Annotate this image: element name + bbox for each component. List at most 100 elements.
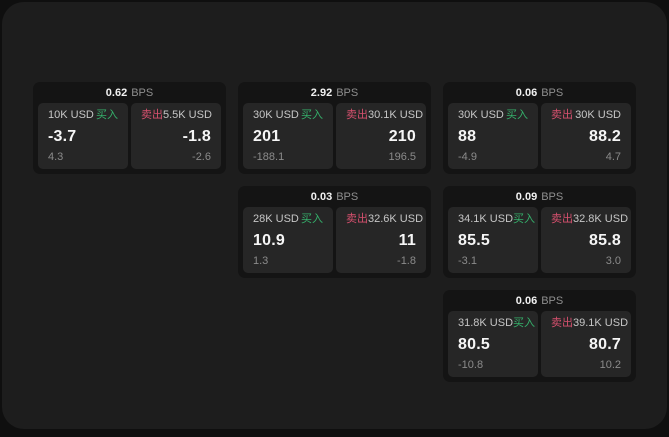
buy-size-label: 31.8K USD: [458, 317, 514, 329]
quote-card: 2.92 BPS 30K USD 买入 201 -188.1 卖出 30.1K …: [238, 82, 431, 174]
quote-card: 0.62 BPS 10K USD 买入 -3.7 4.3 卖出 5.5K USD: [33, 82, 226, 174]
bps-value: 0.06: [515, 86, 538, 99]
sell-tile-top: 卖出 5.5K USD: [141, 109, 212, 122]
quote-tiles: 28K USD 买入 10.9 1.3 卖出 32.6K USD 11 -1.8: [238, 207, 431, 278]
buy-side-label: 买入: [513, 317, 536, 329]
buy-sub-value: 4.3: [48, 151, 64, 163]
sell-side-label: 卖出: [551, 213, 573, 225]
sell-tile[interactable]: 卖出 32.6K USD 11 -1.8: [336, 207, 426, 273]
buy-price: 10.9: [253, 231, 285, 249]
quote-tiles: 30K USD 买入 88 -4.9 卖出 30K USD 88.2 4.7: [443, 103, 636, 174]
sell-size-label: 32.8K USD: [573, 213, 629, 225]
bps-unit-label: BPS: [541, 86, 564, 99]
bps-spread-header: 0.06 BPS: [443, 290, 636, 311]
quote-tiles: 31.8K USD 买入 80.5 -10.8 卖出 39.1K USD 80.…: [443, 311, 636, 382]
sell-price: 85.8: [589, 231, 621, 249]
bps-value: 2.92: [310, 86, 333, 99]
sell-sub-value: -2.6: [192, 151, 211, 163]
buy-size-label: 34.1K USD: [458, 213, 514, 225]
sell-side-label: 卖出: [346, 109, 368, 121]
trading-panel: 0.62 BPS 10K USD 买入 -3.7 4.3 卖出 5.5K USD: [2, 2, 667, 429]
sell-tile[interactable]: 卖出 32.8K USD 85.8 3.0: [541, 207, 631, 273]
sell-tile[interactable]: 卖出 30.1K USD 210 196.5: [336, 103, 426, 169]
buy-price: -3.7: [48, 127, 77, 145]
buy-price: 80.5: [458, 335, 490, 353]
quote-card: 0.09 BPS 34.1K USD 买入 85.5 -3.1 卖出 32.8K…: [443, 186, 636, 278]
sell-price: 88.2: [589, 127, 621, 145]
bps-unit-label: BPS: [541, 294, 564, 307]
bps-unit-label: BPS: [336, 190, 359, 203]
sell-tile[interactable]: 卖出 30K USD 88.2 4.7: [541, 103, 631, 169]
sell-size-label: 30.1K USD: [368, 109, 424, 121]
sell-price: 210: [388, 127, 416, 145]
buy-tile[interactable]: 10K USD 买入 -3.7 4.3: [38, 103, 128, 169]
buy-side-label: 买入: [513, 213, 536, 225]
buy-tile[interactable]: 30K USD 买入 201 -188.1: [243, 103, 333, 169]
buy-tile-top: 28K USD 买入: [253, 213, 323, 226]
buy-tile-top: 31.8K USD 买入: [458, 317, 535, 330]
buy-tile-top: 30K USD 买入: [253, 109, 323, 122]
sell-side-label: 卖出: [141, 109, 163, 121]
quote-tiles: 10K USD 买入 -3.7 4.3 卖出 5.5K USD -1.8 -2.…: [33, 103, 226, 174]
bps-spread-header: 0.62 BPS: [33, 82, 226, 103]
buy-side-label: 买入: [506, 109, 528, 121]
buy-tile[interactable]: 30K USD 买入 88 -4.9: [448, 103, 538, 169]
buy-tile[interactable]: 34.1K USD 买入 85.5 -3.1: [448, 207, 538, 273]
buy-side-label: 买入: [96, 109, 118, 121]
sell-tile-top: 卖出 30K USD: [551, 109, 621, 122]
buy-sub-value: -10.8: [458, 359, 484, 371]
bps-unit-label: BPS: [131, 86, 154, 99]
quote-card-grid: 0.62 BPS 10K USD 买入 -3.7 4.3 卖出 5.5K USD: [33, 82, 636, 382]
bps-value: 0.62: [105, 86, 128, 99]
buy-sub-value: -188.1: [253, 151, 285, 163]
sell-tile-top: 卖出 32.6K USD: [346, 213, 423, 226]
buy-side-label: 买入: [301, 213, 323, 225]
buy-sub-value: -3.1: [458, 255, 477, 267]
buy-sub-value: 1.3: [253, 255, 269, 267]
quote-card: 0.06 BPS 30K USD 买入 88 -4.9 卖出 30K USD: [443, 82, 636, 174]
sell-size-label: 32.6K USD: [368, 213, 424, 225]
bps-spread-header: 2.92 BPS: [238, 82, 431, 103]
buy-tile-top: 34.1K USD 买入: [458, 213, 535, 226]
bps-unit-label: BPS: [541, 190, 564, 203]
bps-value: 0.03: [310, 190, 333, 203]
bps-value: 0.06: [515, 294, 538, 307]
sell-tile-top: 卖出 32.8K USD: [551, 213, 628, 226]
bps-spread-header: 0.03 BPS: [238, 186, 431, 207]
bps-spread-header: 0.06 BPS: [443, 82, 636, 103]
buy-tile-top: 10K USD 买入: [48, 109, 118, 122]
buy-size-label: 10K USD: [48, 109, 94, 121]
sell-sub-value: 4.7: [605, 151, 621, 163]
buy-side-label: 买入: [301, 109, 323, 121]
buy-size-label: 28K USD: [253, 213, 299, 225]
buy-price: 88: [458, 127, 477, 145]
buy-size-label: 30K USD: [253, 109, 299, 121]
sell-tile[interactable]: 卖出 5.5K USD -1.8 -2.6: [131, 103, 221, 169]
sell-side-label: 卖出: [346, 213, 368, 225]
sell-price: 11: [398, 231, 416, 249]
sell-tile-top: 卖出 39.1K USD: [551, 317, 628, 330]
buy-tile[interactable]: 31.8K USD 买入 80.5 -10.8: [448, 311, 538, 377]
sell-sub-value: 10.2: [599, 359, 621, 371]
sell-size-label: 39.1K USD: [573, 317, 629, 329]
buy-tile-top: 30K USD 买入: [458, 109, 528, 122]
sell-sub-value: 196.5: [388, 151, 416, 163]
sell-size-label: 5.5K USD: [163, 109, 212, 121]
sell-size-label: 30K USD: [575, 109, 621, 121]
buy-price: 85.5: [458, 231, 490, 249]
bps-unit-label: BPS: [336, 86, 359, 99]
bps-spread-header: 0.09 BPS: [443, 186, 636, 207]
quote-tiles: 30K USD 买入 201 -188.1 卖出 30.1K USD 210 1…: [238, 103, 431, 174]
quote-card: 0.03 BPS 28K USD 买入 10.9 1.3 卖出 32.6K US…: [238, 186, 431, 278]
buy-tile[interactable]: 28K USD 买入 10.9 1.3: [243, 207, 333, 273]
sell-price: -1.8: [182, 127, 211, 145]
sell-side-label: 卖出: [551, 109, 573, 121]
sell-price: 80.7: [589, 335, 621, 353]
quote-tiles: 34.1K USD 买入 85.5 -3.1 卖出 32.8K USD 85.8…: [443, 207, 636, 278]
sell-tile-top: 卖出 30.1K USD: [346, 109, 423, 122]
sell-sub-value: 3.0: [605, 255, 621, 267]
buy-size-label: 30K USD: [458, 109, 504, 121]
sell-tile[interactable]: 卖出 39.1K USD 80.7 10.2: [541, 311, 631, 377]
bps-value: 0.09: [515, 190, 538, 203]
quote-card: 0.06 BPS 31.8K USD 买入 80.5 -10.8 卖出 39.1…: [443, 290, 636, 382]
